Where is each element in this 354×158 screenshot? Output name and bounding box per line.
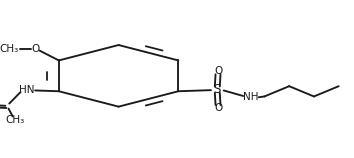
Text: CH₃: CH₃ bbox=[0, 44, 19, 54]
Text: O: O bbox=[32, 44, 40, 54]
Text: NH: NH bbox=[243, 92, 259, 102]
Text: CH₃: CH₃ bbox=[5, 115, 24, 125]
Text: O: O bbox=[214, 67, 222, 76]
Text: S: S bbox=[213, 83, 221, 96]
Text: O: O bbox=[214, 103, 222, 113]
Text: HN: HN bbox=[19, 85, 35, 95]
